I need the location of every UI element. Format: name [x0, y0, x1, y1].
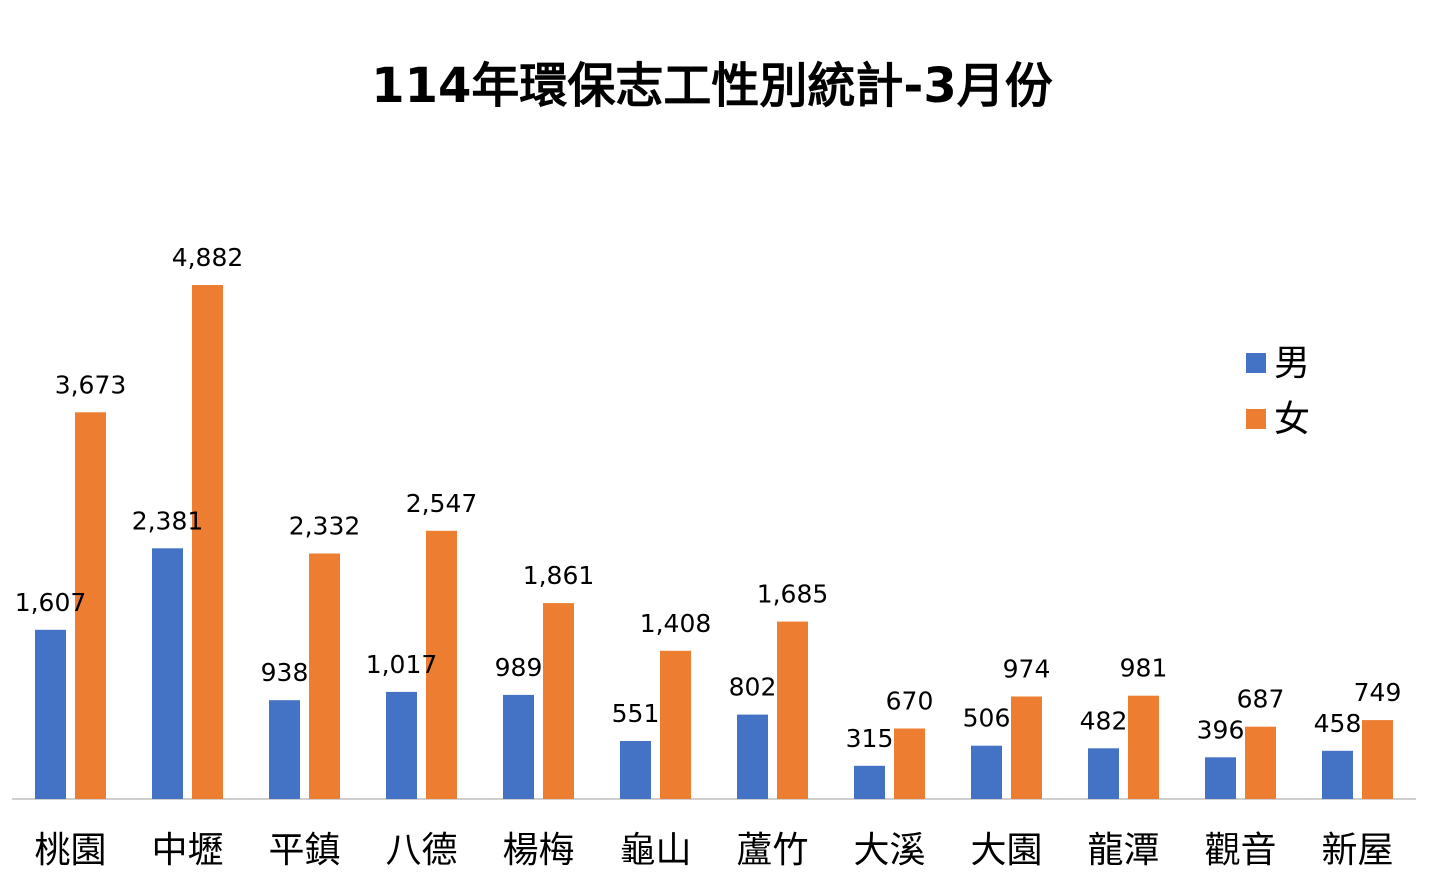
data-label-楊梅-女: 1,861	[523, 561, 595, 590]
category-label-大溪: 大溪	[853, 830, 925, 871]
data-label-桃園-女: 3,673	[55, 370, 127, 399]
data-label-新屋-男: 458	[1314, 709, 1362, 738]
bar-八德-男	[386, 691, 417, 799]
chart-title: 114年環保志工性別統計-3月份	[371, 58, 1053, 114]
bar-平鎮-男	[269, 700, 300, 799]
bar-大溪-女	[894, 728, 925, 799]
data-label-龜山-女: 1,408	[640, 609, 712, 638]
bar-桃園-女	[75, 412, 106, 799]
category-label-八德: 八德	[385, 830, 457, 871]
bar-蘆竹-男	[737, 714, 768, 799]
category-label-平鎮: 平鎮	[268, 830, 340, 871]
data-label-大溪-男: 315	[846, 724, 894, 753]
data-label-觀音-男: 396	[1197, 715, 1245, 744]
bar-楊梅-男	[503, 694, 534, 799]
data-label-大園-男: 506	[963, 704, 1011, 733]
data-label-平鎮-男: 938	[261, 658, 309, 687]
bar-中壢-女	[192, 285, 223, 799]
data-label-大溪-女: 670	[886, 687, 934, 716]
category-label-中壢: 中壢	[151, 830, 223, 871]
bar-中壢-男	[152, 548, 183, 799]
bar-平鎮-女	[309, 553, 340, 799]
legend-swatch-女	[1246, 409, 1266, 429]
category-label-觀音: 觀音	[1204, 830, 1276, 871]
legend: 男女	[1246, 343, 1310, 440]
bar-觀音-女	[1245, 726, 1276, 799]
category-label-龍潭: 龍潭	[1087, 830, 1159, 871]
bar-大園-男	[971, 745, 1002, 799]
bar-龍潭-男	[1088, 748, 1119, 799]
data-label-新屋-女: 749	[1354, 678, 1402, 707]
data-label-大園-女: 974	[1003, 655, 1051, 684]
legend-label-女: 女	[1274, 399, 1310, 440]
data-label-蘆竹-男: 802	[729, 673, 777, 702]
data-label-平鎮-女: 2,332	[289, 512, 361, 541]
category-label-大園: 大園	[970, 830, 1042, 871]
bars-layer	[35, 285, 1393, 799]
bar-新屋-男	[1322, 750, 1353, 799]
bar-龜山-男	[620, 741, 651, 799]
data-label-桃園-男: 1,607	[15, 588, 87, 617]
bar-大園-女	[1011, 696, 1042, 799]
data-label-中壢-女: 4,882	[172, 243, 244, 272]
data-label-龍潭-女: 981	[1120, 654, 1168, 683]
bar-新屋-女	[1362, 720, 1393, 799]
category-label-新屋: 新屋	[1321, 830, 1393, 871]
legend-swatch-男	[1246, 353, 1266, 373]
data-labels-layer: 1,607 3,673 2,381 4,882 938 2,332 1,017 2,547 98…	[15, 243, 1402, 753]
data-label-龍潭-男: 482	[1080, 706, 1128, 735]
bar-龜山-女	[660, 650, 691, 799]
data-label-八德-女: 2,547	[406, 489, 478, 518]
data-label-中壢-男: 2,381	[132, 506, 204, 535]
bar-蘆竹-女	[777, 621, 808, 799]
category-label-蘆竹: 蘆竹	[736, 830, 808, 871]
data-label-觀音-女: 687	[1237, 685, 1285, 714]
category-label-楊梅: 楊梅	[502, 830, 574, 871]
category-labels-layer: 桃園 中壢 平鎮 八德 楊梅 龜山 蘆竹 大溪 大園 龍潭 觀音 新屋	[34, 830, 1393, 871]
bar-八德-女	[426, 530, 457, 799]
category-label-龜山: 龜山	[619, 830, 691, 871]
data-label-龜山-男: 551	[612, 699, 660, 728]
bar-楊梅-女	[543, 603, 574, 799]
data-label-蘆竹-女: 1,685	[757, 580, 829, 609]
data-label-八德-男: 1,017	[366, 650, 438, 679]
category-label-桃園: 桃園	[34, 830, 106, 871]
bar-桃園-男	[35, 629, 66, 799]
bar-大溪-男	[854, 765, 885, 799]
legend-label-男: 男	[1274, 343, 1310, 384]
bar-龍潭-女	[1128, 695, 1159, 799]
bar-觀音-男	[1205, 757, 1236, 799]
data-label-楊梅-男: 989	[495, 653, 543, 682]
